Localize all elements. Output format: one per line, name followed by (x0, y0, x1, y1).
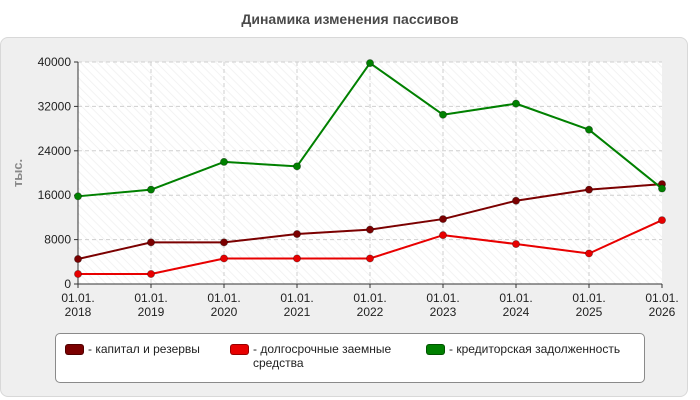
data-point (585, 249, 594, 258)
data-point (585, 185, 594, 194)
x-tick-label: 01.01. 2022 (353, 291, 386, 319)
data-point (74, 192, 83, 201)
data-point (585, 125, 594, 134)
data-point (292, 254, 301, 263)
x-tick-label: 01.01. 2018 (61, 291, 94, 319)
data-point (512, 196, 521, 205)
grid-lines (74, 61, 663, 288)
x-tick-label: 01.01. 2019 (134, 291, 167, 319)
x-tick-label: 01.01. 2026 (645, 291, 678, 319)
y-tick-label: 24000 (38, 144, 72, 158)
data-point (365, 254, 374, 263)
data-point (219, 157, 228, 166)
series-group (74, 59, 667, 279)
legend-label: - капитал и резервы (88, 342, 200, 356)
data-point (292, 230, 301, 239)
y-tick-label: 0 (64, 277, 71, 291)
x-tick-label: 01.01. 2025 (572, 291, 605, 319)
legend-item-creditors: - кредиторская задолженность (426, 342, 620, 356)
series-capital (74, 180, 667, 264)
x-tick-label: 01.01. 2021 (280, 291, 313, 319)
data-point (512, 99, 521, 108)
legend-swatch (426, 344, 445, 355)
y-tick-label: 16000 (38, 188, 72, 202)
data-point (219, 254, 228, 263)
data-point (74, 270, 83, 279)
data-point (658, 216, 667, 225)
chart-title: Динамика изменения пассивов (241, 11, 459, 27)
axes (77, 62, 662, 285)
series-creditors (74, 59, 667, 201)
data-point (74, 255, 83, 264)
data-point (658, 184, 667, 193)
data-point (365, 225, 374, 234)
data-point (146, 238, 155, 247)
data-point (146, 185, 155, 194)
legend-label: - кредиторская задолженность (449, 342, 621, 356)
legend: - капитал и резервы - долгосрочные заемн… (55, 333, 645, 383)
data-point (292, 162, 301, 171)
y-tick-label: 40000 (38, 55, 72, 69)
legend-item-capital: - капитал и резервы (65, 342, 200, 356)
legend-swatch (65, 344, 84, 355)
legend-swatch (230, 344, 249, 355)
x-tick-label: 01.01. 2020 (207, 291, 240, 319)
data-point (438, 215, 447, 224)
data-point (365, 59, 374, 68)
y-tick-labels: 0 8000 16000 24000 32000 40000 (38, 55, 72, 291)
x-tick-label: 01.01. 2024 (499, 291, 532, 319)
data-point (146, 270, 155, 279)
data-point (512, 240, 521, 249)
x-tick-label: 01.01. 2023 (426, 291, 459, 319)
data-point (438, 110, 447, 119)
y-axis-label: тыс. (10, 159, 25, 187)
data-point (219, 238, 228, 247)
x-tick-labels: 01.01. 2018 01.01. 2019 01.01. 2020 01.01. 2021… (61, 291, 678, 319)
legend-label: - долгосрочные заемные средства (253, 342, 392, 370)
y-tick-label: 32000 (38, 99, 72, 113)
data-point (438, 231, 447, 240)
y-tick-label: 8000 (44, 233, 71, 247)
series-loans (74, 216, 667, 279)
legend-item-loans: - долгосрочные заемные средства (230, 342, 413, 370)
